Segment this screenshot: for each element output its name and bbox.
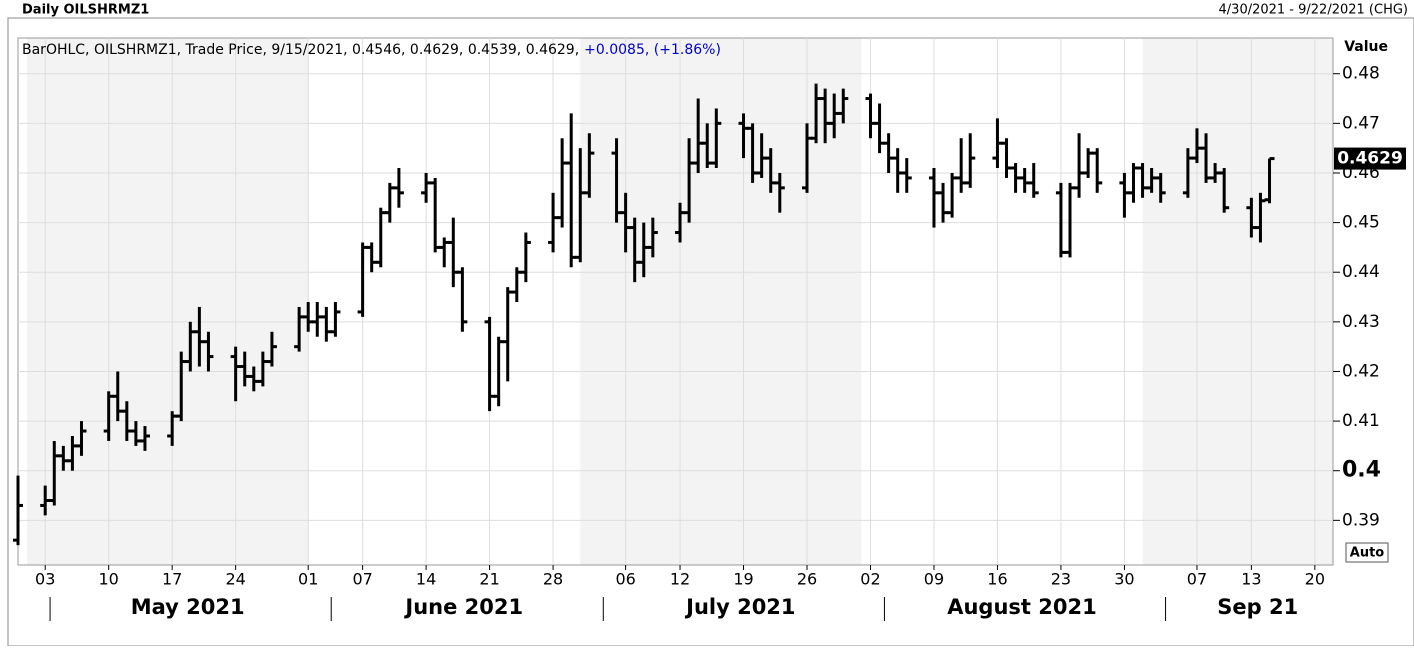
- x-tick-label: 19: [733, 570, 753, 589]
- last-price-box: [1334, 147, 1406, 170]
- ohlc-series: [13, 83, 1275, 546]
- x-tick-label: 17: [162, 570, 182, 589]
- x-tick-label: 26: [797, 570, 817, 589]
- x-tick-label: 07: [352, 570, 372, 589]
- x-tick-label: 03: [35, 570, 55, 589]
- date-range: 4/30/2021 - 9/22/2021 (CHG): [1219, 3, 1408, 18]
- month-label: June 2021: [403, 595, 523, 619]
- y-tick-label: 0.48: [1342, 64, 1380, 84]
- x-tick-label: 06: [615, 570, 635, 589]
- x-tick-label: 14: [416, 570, 436, 589]
- y-tick-label: 0.39: [1342, 510, 1380, 530]
- x-tick-label: 21: [479, 570, 499, 589]
- auto-button-label[interactable]: Auto: [1350, 546, 1385, 561]
- y-tick-label: 0.42: [1342, 361, 1380, 381]
- month-label: May 2021: [131, 595, 245, 619]
- y-tick-label: 0.45: [1342, 213, 1380, 233]
- x-tick-label: 28: [543, 570, 563, 589]
- auto-button[interactable]: [1345, 542, 1389, 563]
- chart-title: Daily OILSHRMZ1: [22, 3, 149, 18]
- y-axis-label: Value: [1344, 39, 1388, 55]
- legend-change: +0.0085, (+1.86%): [584, 42, 721, 58]
- month-label: August 2021: [947, 595, 1096, 619]
- x-tick-label: 07: [1187, 570, 1207, 589]
- last-price-label: 0.4629: [1337, 149, 1403, 169]
- month-label: July 2021: [684, 595, 795, 619]
- x-tick-label: 13: [1241, 570, 1261, 589]
- month-band: [580, 38, 862, 565]
- month-band: [1142, 38, 1333, 565]
- y-tick-label: 0.47: [1342, 113, 1380, 133]
- y-tick-label: 0.41: [1342, 411, 1380, 431]
- y-tick-label: 0.4: [1342, 458, 1381, 483]
- legend: BarOHLC, OILSHRMZ1, Trade Price, 9/15/20…: [22, 42, 721, 58]
- x-tick-label: 02: [860, 570, 880, 589]
- x-tick-label: 30: [1114, 570, 1134, 589]
- x-tick-label: 12: [670, 570, 690, 589]
- y-tick-label: 0.44: [1342, 262, 1380, 282]
- x-tick-label: 09: [924, 570, 944, 589]
- month-label: Sep 21: [1217, 595, 1298, 619]
- legend-text: BarOHLC, OILSHRMZ1, Trade Price, 9/15/20…: [22, 42, 579, 58]
- month-band: [27, 38, 309, 565]
- y-tick-label: 0.43: [1342, 312, 1380, 332]
- x-tick-label: 01: [298, 570, 318, 589]
- x-tick-label: 20: [1305, 570, 1325, 589]
- x-tick-label: 10: [99, 570, 119, 589]
- x-tick-label: 24: [225, 570, 245, 589]
- x-tick-label: 23: [1051, 570, 1071, 589]
- plot-frame: [17, 37, 1334, 566]
- x-tick-label: 16: [987, 570, 1007, 589]
